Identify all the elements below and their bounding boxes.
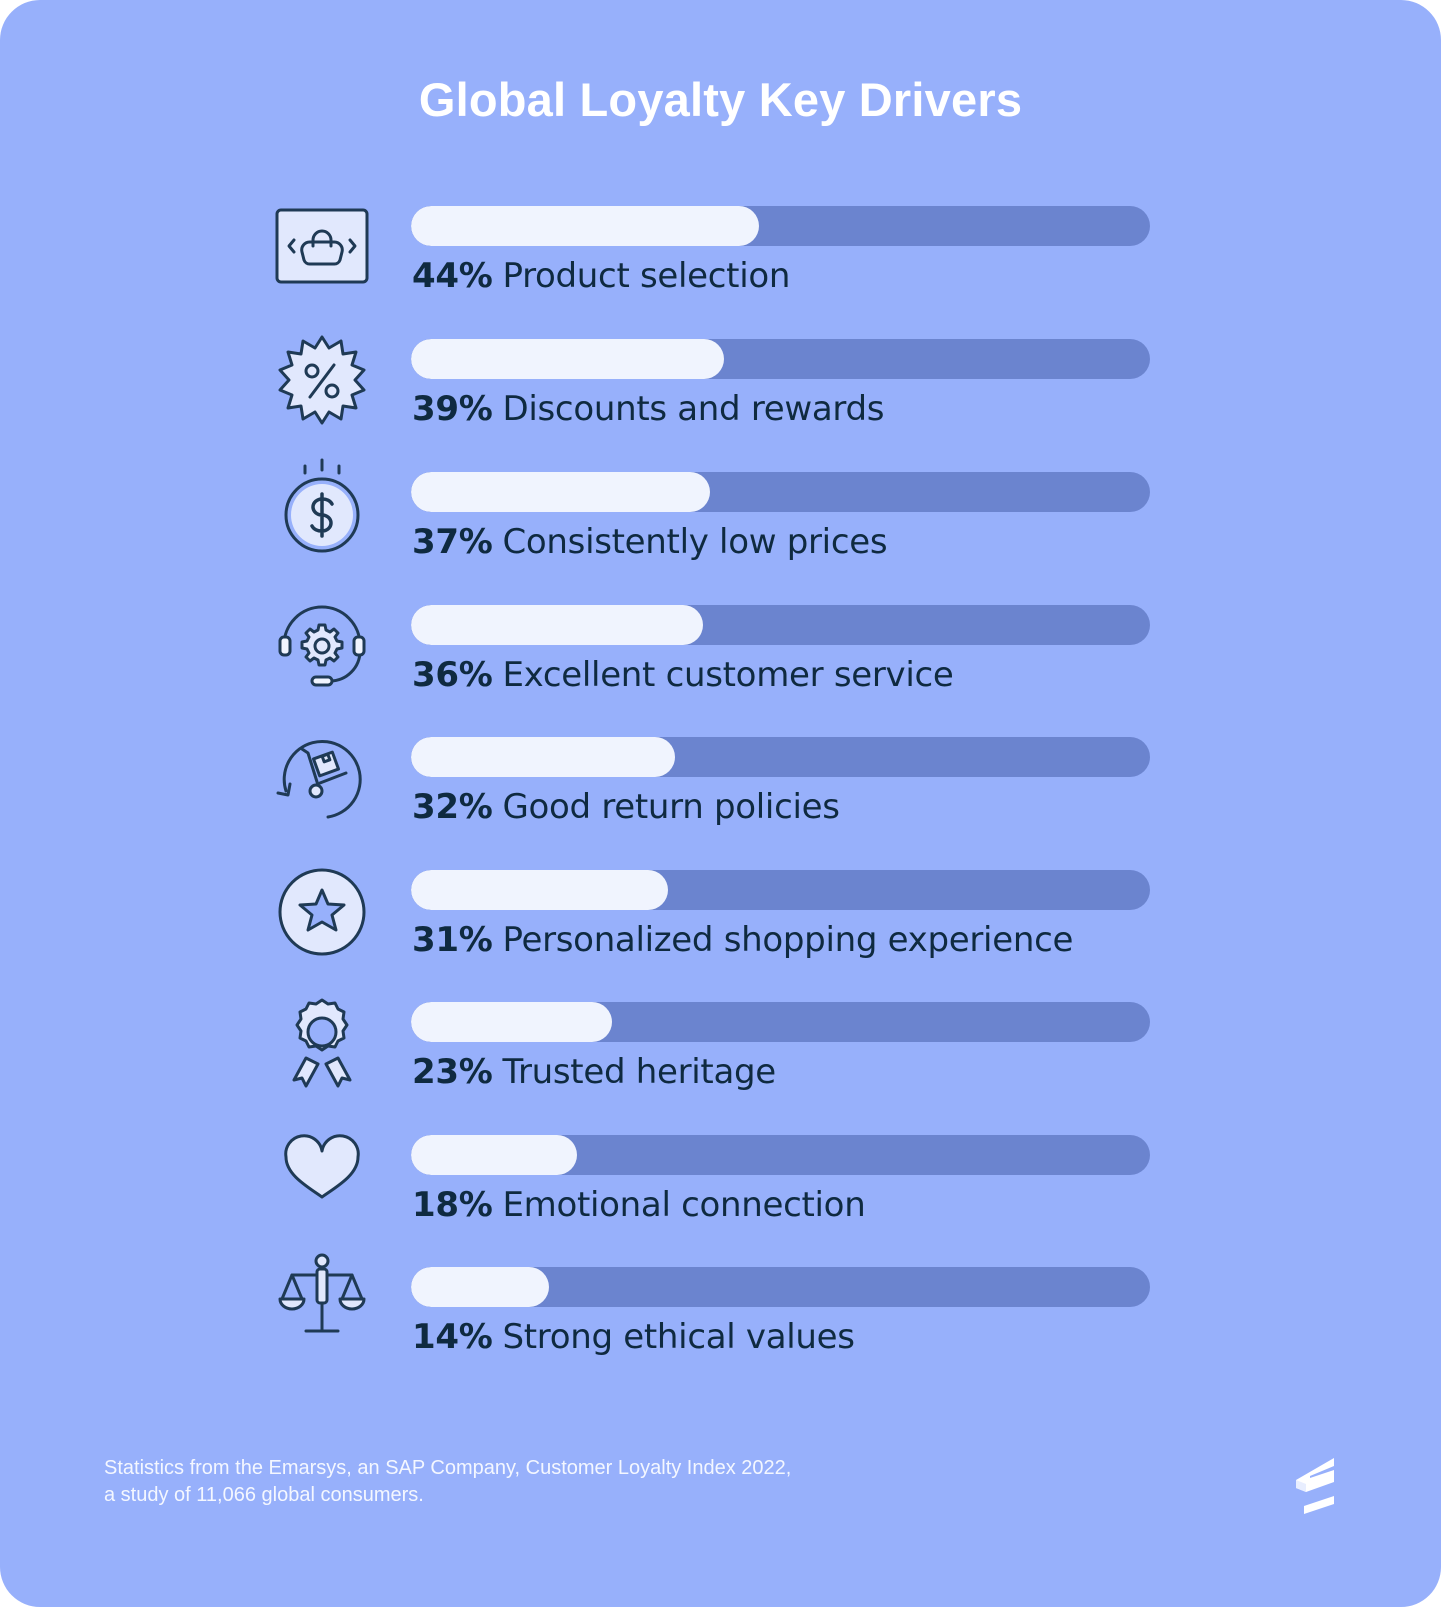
bar-track [411, 1135, 1150, 1175]
bar-row: 23% Trusted heritage [0, 998, 1441, 1122]
bar-percent: 32% [412, 787, 493, 827]
bar-label: 36% Excellent customer service [412, 655, 954, 695]
bar-fill [411, 206, 759, 246]
bar-fill [411, 1002, 612, 1042]
bar-row: 37% Consistently low prices [0, 458, 1441, 592]
bar-percent: 37% [412, 522, 493, 562]
percent-badge-icon [272, 333, 372, 429]
bar-category: Product selection [502, 256, 791, 296]
bar-track [411, 206, 1150, 246]
bar-label: 44% Product selection [412, 256, 790, 296]
bar-percent: 23% [412, 1052, 493, 1092]
bar-percent: 44% [412, 256, 493, 296]
source-footnote: Statistics from the Emarsys, an SAP Comp… [104, 1455, 791, 1509]
bar-row: 31% Personalized shopping experience [0, 868, 1441, 990]
bar-label: 14% Strong ethical values [412, 1317, 855, 1357]
bar-fill [411, 605, 703, 645]
bar-row: 14% Strong ethical values [0, 1253, 1441, 1387]
bar-category: Discounts and rewards [502, 389, 885, 429]
bar-fill [411, 737, 675, 777]
star-circle-icon [272, 864, 372, 960]
bar-fill [411, 339, 724, 379]
bar-percent: 18% [412, 1185, 493, 1225]
bar-row: 18% Emotional connection [0, 1134, 1441, 1255]
headset-gear-icon [272, 599, 372, 695]
chart-title: Global Loyalty Key Drivers [418, 73, 1023, 126]
bar-row: 39% Discounts and rewards [0, 335, 1441, 459]
bar-percent: 31% [412, 920, 493, 960]
emarsys-logo-icon [1296, 1458, 1338, 1516]
bar-track [411, 605, 1150, 645]
award-ribbon-icon [272, 996, 372, 1092]
bar-track [411, 737, 1150, 777]
return-hand-truck-icon [272, 731, 372, 827]
bar-label: 39% Discounts and rewards [412, 389, 885, 429]
bar-track [411, 1002, 1150, 1042]
bar-category: Trusted heritage [502, 1052, 776, 1092]
bar-fill [411, 870, 668, 910]
bar-category: Consistently low prices [502, 522, 888, 562]
bar-label: 31% Personalized shopping experience [412, 920, 1073, 960]
bar-fill [411, 1267, 549, 1307]
bar-label: 18% Emotional connection [412, 1185, 866, 1225]
bar-category: Excellent customer service [502, 655, 954, 695]
bar-row: 44% Product selection [0, 206, 1441, 326]
balance-scale-icon [272, 1253, 372, 1357]
bar-percent: 36% [412, 655, 493, 695]
bar-label: 32% Good return policies [412, 787, 840, 827]
heart-icon [272, 1129, 372, 1225]
bar-category: Personalized shopping experience [502, 920, 1074, 960]
bar-track [411, 339, 1150, 379]
footnote-line-1: Statistics from the Emarsys, an SAP Comp… [104, 1457, 792, 1479]
bar-fill [411, 472, 710, 512]
bar-category: Good return policies [502, 787, 840, 827]
bar-fill [411, 1135, 577, 1175]
bar-track [411, 1267, 1150, 1307]
bar-row: 36% Excellent customer service [0, 605, 1441, 725]
dollar-coin-icon [272, 458, 372, 562]
bar-category: Strong ethical values [502, 1317, 855, 1357]
bar-label: 37% Consistently low prices [412, 522, 888, 562]
bar-category: Emotional connection [502, 1185, 866, 1225]
bar-row: 32% Good return policies [0, 737, 1441, 857]
bar-percent: 39% [412, 389, 493, 429]
bar-label: 23% Trusted heritage [412, 1052, 776, 1092]
bar-percent: 14% [412, 1317, 493, 1357]
footnote-line-2: a study of 11,066 global consumers. [104, 1484, 424, 1506]
bar-track [411, 870, 1150, 910]
bar-track [411, 472, 1150, 512]
shopping-bag-screen-icon [272, 200, 372, 296]
